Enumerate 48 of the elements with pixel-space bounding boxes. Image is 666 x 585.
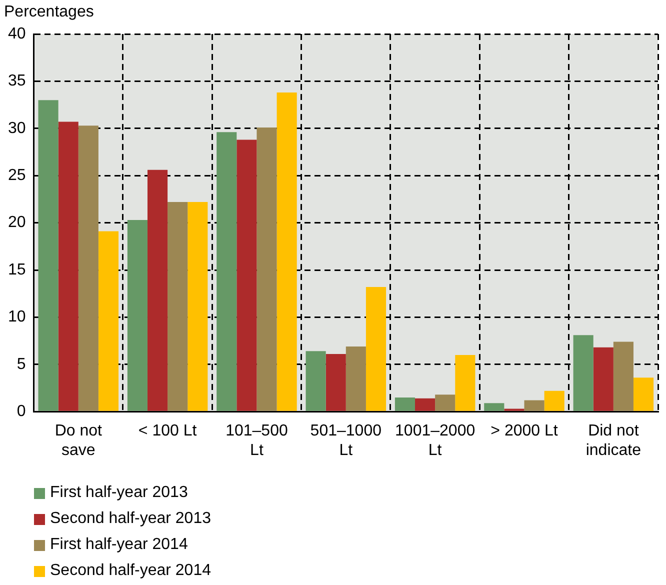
bar <box>326 354 346 411</box>
bar <box>127 220 148 411</box>
y-tick-label: 25 <box>8 167 26 184</box>
bar <box>168 202 188 411</box>
x-tick-label: 101–500 Lt <box>226 422 288 459</box>
y-tick-label: 15 <box>8 261 26 278</box>
bar <box>256 127 277 411</box>
y-axis-title: Percentages <box>4 3 94 20</box>
y-tick-label: 10 <box>8 308 26 326</box>
bar <box>38 100 58 411</box>
bar <box>435 394 456 411</box>
legend-label: Second half-year 2013 <box>50 510 211 528</box>
y-tick-label: 40 <box>8 25 26 42</box>
bar <box>544 390 564 411</box>
bar <box>276 92 297 411</box>
bar <box>633 378 654 411</box>
bar <box>455 354 476 411</box>
bar <box>484 403 504 411</box>
y-tick-label: 20 <box>8 214 26 232</box>
y-tick-label: 0 <box>16 403 26 420</box>
legend-label: Second half-year 2014 <box>50 562 211 580</box>
bar <box>415 398 436 411</box>
y-tick-label: 35 <box>8 72 26 90</box>
bar <box>524 400 544 411</box>
bar <box>58 122 78 411</box>
legend-label: First half-year 2013 <box>50 484 188 502</box>
bar <box>236 140 257 411</box>
bar <box>78 126 98 411</box>
x-tick-label: 1001–2000 Lt <box>395 422 476 459</box>
bar <box>573 335 594 411</box>
bar <box>216 132 237 411</box>
x-tick-label: Do not save <box>54 422 103 459</box>
x-tick-label: Did not indicate <box>586 422 642 459</box>
y-tick-label: 30 <box>8 120 26 137</box>
bar <box>306 351 326 411</box>
bar <box>346 346 366 411</box>
x-tick-label: 501–1000 Lt <box>310 422 382 459</box>
bar <box>98 231 119 411</box>
x-tick-label: < 100 Lt <box>138 422 198 440</box>
y-tick-label: 5 <box>16 356 26 373</box>
bar <box>188 202 208 411</box>
bar <box>147 170 168 411</box>
bar <box>593 347 614 411</box>
x-tick-label: > 2000 Lt <box>490 422 558 440</box>
bar <box>394 397 416 411</box>
bar <box>613 342 634 411</box>
bar <box>366 286 386 411</box>
legend-label: First half-year 2014 <box>50 536 188 554</box>
